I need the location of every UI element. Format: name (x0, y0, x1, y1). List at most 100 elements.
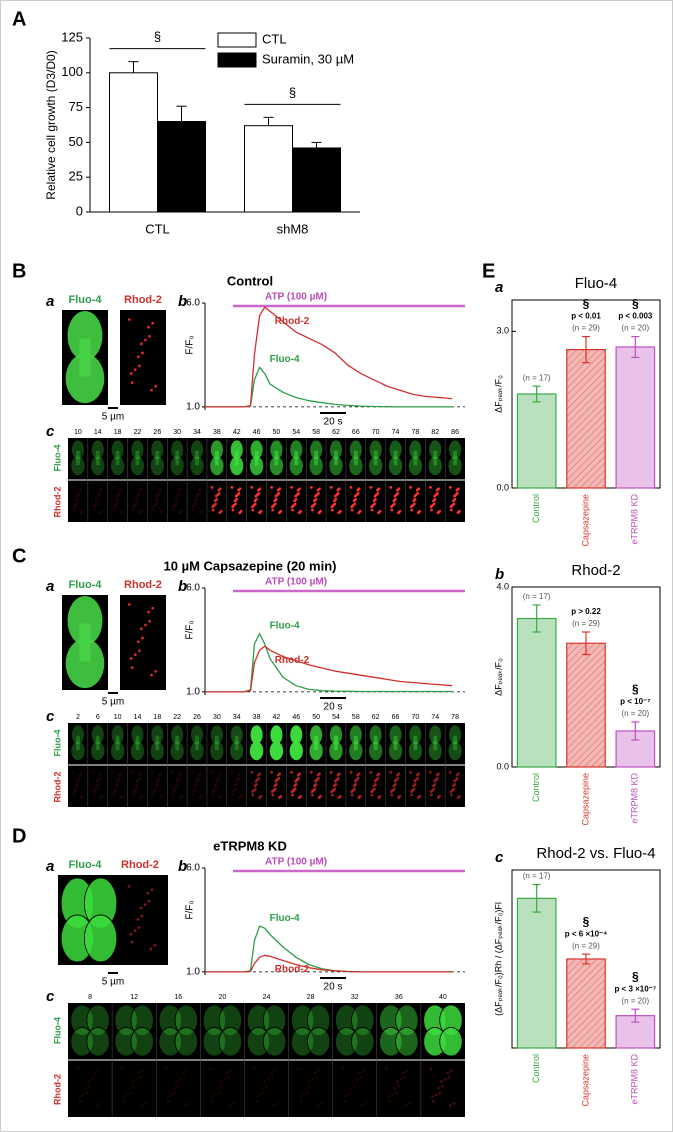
granule (95, 494, 99, 498)
granule (184, 1103, 188, 1107)
subpanel-letter: a (495, 279, 503, 296)
granule (95, 787, 98, 791)
cell (428, 456, 442, 476)
granule (233, 784, 237, 788)
granule (151, 606, 155, 610)
granule (231, 793, 235, 797)
cell (307, 1027, 331, 1057)
granule (170, 1093, 173, 1097)
granule (211, 505, 215, 509)
granule (140, 914, 144, 918)
y-tick-label: 0.0 (496, 761, 509, 771)
granule (120, 1067, 124, 1071)
granule (190, 486, 194, 489)
panel-title: Control (227, 273, 273, 288)
granule (218, 772, 222, 776)
granule (133, 653, 137, 657)
granule (430, 508, 433, 512)
granule (214, 1093, 218, 1097)
cell (369, 741, 383, 761)
granule (132, 1084, 136, 1088)
granule (437, 1086, 441, 1090)
granule (118, 491, 122, 495)
cell (195, 735, 199, 751)
granule (173, 503, 176, 507)
granule (92, 793, 96, 797)
granule (119, 796, 122, 800)
granule (72, 508, 76, 512)
granule (138, 364, 141, 368)
granule (273, 499, 277, 503)
cell (448, 456, 462, 476)
bar-label: § (632, 297, 639, 311)
frame-label: 34 (233, 714, 241, 721)
granule (350, 505, 354, 509)
granule (447, 1076, 451, 1079)
bar-label: § (583, 297, 590, 311)
cell (158, 1027, 182, 1057)
granule (131, 790, 135, 794)
cell (389, 440, 402, 460)
frame-label: 42 (273, 714, 281, 721)
granule (126, 1093, 129, 1097)
bar-label: (n = 17) (523, 373, 551, 382)
subpanel-letter: b (178, 858, 187, 875)
granule (269, 1071, 273, 1075)
cell (335, 1004, 359, 1037)
granule (96, 497, 99, 501)
y-axis-title: ΔFₚₑₐₖ/F₀ (493, 658, 503, 696)
granule (357, 796, 361, 800)
granule (234, 494, 238, 498)
granule (311, 1078, 315, 1081)
chart-title: Fluo-4 (575, 275, 618, 292)
granule (436, 796, 440, 800)
granule (159, 487, 163, 491)
granule (359, 1076, 362, 1079)
cell (413, 735, 418, 751)
granule (135, 497, 139, 501)
scale-bar-label: 5 µm (102, 697, 124, 708)
granule (198, 772, 202, 776)
granule (98, 488, 102, 492)
cell (254, 450, 259, 466)
frame-label: 66 (392, 714, 400, 721)
bar (516, 897, 557, 1049)
trace-line (205, 306, 453, 408)
granule (76, 497, 80, 501)
cell-images (58, 875, 168, 965)
cell (373, 735, 378, 751)
cell (70, 1004, 94, 1037)
bar-label: p < 0.003 (618, 312, 653, 321)
cell-images (62, 595, 166, 690)
cell (307, 1004, 331, 1037)
granule (181, 1071, 185, 1075)
granule (390, 793, 394, 797)
granule (306, 1091, 309, 1095)
granule (432, 1100, 435, 1103)
granule (199, 509, 203, 513)
granule (174, 787, 178, 791)
granule (114, 499, 118, 503)
granule (277, 796, 281, 800)
annotation: § (289, 85, 296, 100)
granule (94, 784, 98, 788)
cell (335, 1027, 359, 1057)
granule (296, 773, 300, 777)
granule (176, 1084, 180, 1088)
granule (208, 1067, 212, 1071)
cell (289, 741, 303, 761)
granule (317, 796, 321, 800)
granule (236, 778, 239, 782)
granule (290, 771, 293, 774)
granule (185, 1069, 189, 1073)
granule (230, 771, 234, 774)
annotation: § (154, 29, 161, 44)
cell (155, 450, 160, 466)
granule (136, 640, 140, 644)
granule (118, 488, 121, 492)
granule (134, 784, 138, 788)
granule (119, 487, 123, 491)
cell (373, 450, 378, 466)
granule (96, 782, 99, 786)
granule (226, 1076, 230, 1079)
